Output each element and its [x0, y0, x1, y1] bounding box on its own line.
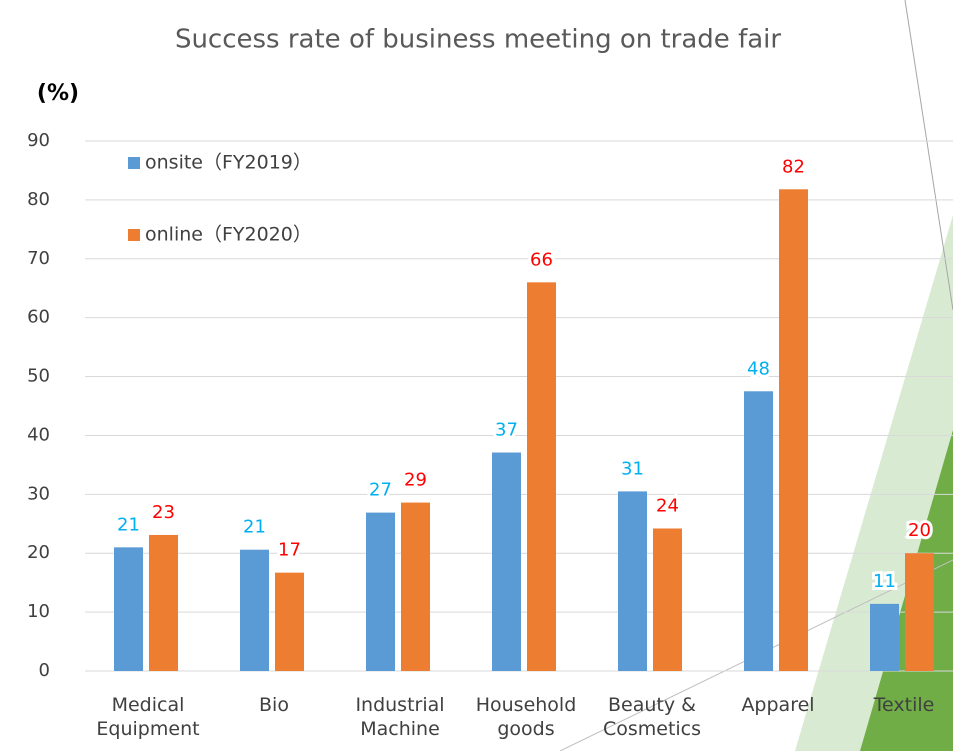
y-axis-label: (%) [37, 81, 79, 106]
bar [149, 534, 178, 671]
chart-title: Success rate of business meeting on trad… [175, 25, 781, 55]
bar [492, 452, 521, 671]
data-label: 37 [495, 420, 518, 441]
data-label: 27 [369, 480, 392, 501]
decor-line [904, 0, 953, 311]
data-label: 29 [404, 470, 427, 491]
data-label: 66 [530, 249, 553, 270]
data-label: 20 [908, 520, 931, 541]
bar [114, 547, 143, 671]
y-tick-label: 90 [27, 130, 50, 151]
x-tick-label: Household goods [475, 694, 577, 740]
data-label: 17 [278, 540, 301, 561]
y-tick-label: 60 [27, 307, 50, 328]
data-label: 82 [782, 156, 805, 177]
data-label: 48 [747, 358, 770, 379]
x-tick-label: Industrial Machine [355, 694, 445, 740]
y-tick-label: 40 [27, 424, 50, 445]
x-tick-label: Bio [259, 694, 289, 716]
y-tick-label: 50 [27, 366, 50, 387]
data-label: 24 [656, 495, 679, 516]
bar [905, 553, 934, 671]
data-label: 11 [873, 571, 896, 592]
legend-label: onsite（FY2019） [145, 152, 312, 174]
bar [401, 502, 430, 671]
bar [870, 603, 899, 671]
y-tick-label: 70 [27, 248, 50, 269]
data-label: 21 [243, 517, 266, 538]
data-label: 31 [621, 458, 644, 479]
y-tick-label: 0 [39, 660, 50, 681]
bar [744, 391, 773, 671]
y-tick-label: 30 [27, 483, 50, 504]
data-label: 23 [152, 502, 175, 523]
y-tick-label: 20 [27, 542, 50, 563]
bar [240, 549, 269, 671]
x-tick-label: Apparel [741, 694, 815, 716]
bar [653, 528, 682, 671]
bar [618, 491, 647, 671]
x-tick-label: Textile [873, 694, 935, 716]
bar [275, 572, 304, 671]
x-tick-label: Medical Equipment [96, 694, 200, 740]
bar [779, 189, 808, 672]
bar [366, 512, 395, 671]
legend-swatch [128, 229, 140, 241]
bar [527, 282, 556, 671]
legend-swatch [128, 157, 140, 169]
y-tick-label: 80 [27, 189, 50, 210]
y-tick-label: 10 [27, 601, 50, 622]
data-label: 21 [117, 514, 140, 535]
x-tick-label: Beauty & Cosmetics [602, 694, 702, 740]
legend-label: online（FY2020） [145, 224, 312, 246]
